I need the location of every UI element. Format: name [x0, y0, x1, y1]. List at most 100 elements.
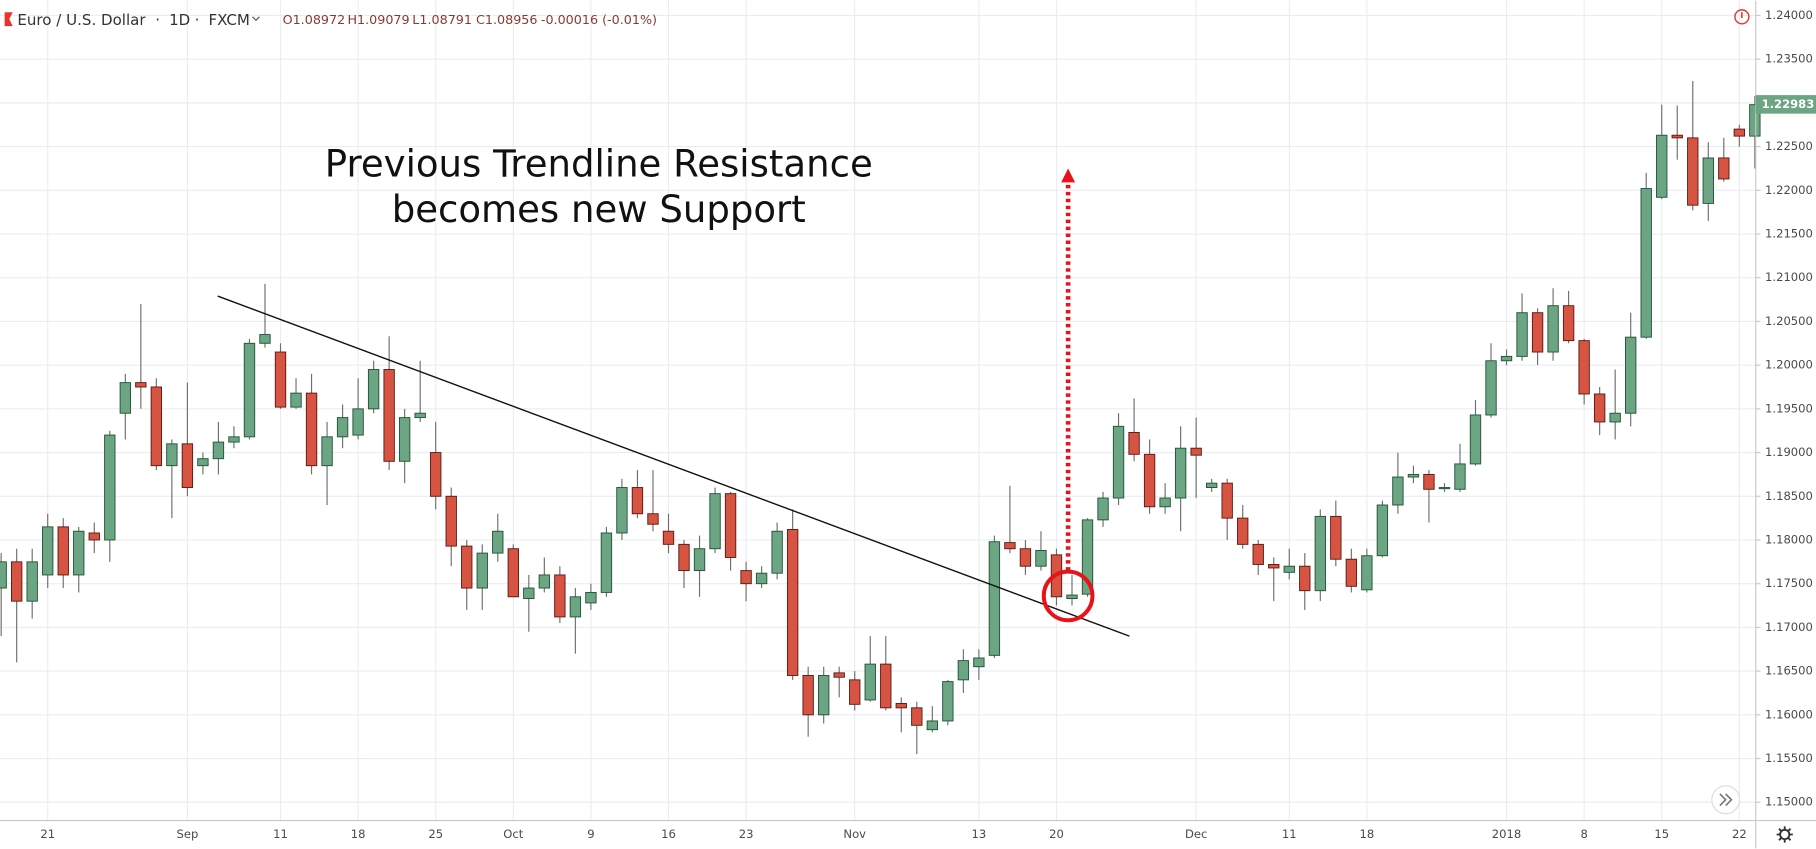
x-tick-label: 11	[1282, 827, 1297, 841]
candle-body	[1283, 565, 1295, 573]
ohlc-close: C1.08956	[476, 13, 537, 28]
symbol: Euro / U.S. Dollar	[17, 11, 146, 29]
separator: ·	[155, 11, 160, 29]
y-tick-label: 1.24000	[1765, 8, 1813, 22]
gear-icon[interactable]	[1779, 828, 1791, 841]
candle-body	[662, 530, 675, 545]
candle-body	[0, 561, 7, 589]
x-tick-label: 11	[273, 827, 288, 841]
candle-body	[1035, 550, 1047, 567]
x-tick-label: 2018	[1492, 827, 1521, 841]
x-tick-label: Nov	[843, 827, 866, 841]
candle-body	[398, 417, 411, 462]
candle-body	[1330, 515, 1342, 560]
plot-area	[0, 81, 1761, 755]
candle-body	[1345, 558, 1358, 587]
candle-body	[585, 591, 597, 604]
scroll-button[interactable]	[1711, 785, 1741, 815]
candle-body	[445, 495, 457, 547]
x-tick-label: 20	[1049, 827, 1064, 841]
candle-body	[1640, 188, 1652, 338]
ohlc-low: L1.08791	[412, 13, 472, 28]
candle-body	[352, 408, 364, 436]
trendline	[217, 295, 1130, 637]
candle-body	[1268, 563, 1280, 569]
candle-body	[740, 570, 752, 585]
x-tick-label: 23	[739, 827, 754, 841]
y-tick-label: 1.18000	[1765, 532, 1813, 546]
candle-body	[290, 392, 302, 408]
x-tick-label: 16	[661, 827, 676, 841]
candle-body	[1531, 312, 1544, 353]
candle-body	[367, 369, 380, 410]
y-tick-label: 1.16500	[1765, 664, 1813, 678]
candle-body	[911, 707, 923, 726]
flag-icon	[4, 12, 13, 27]
candle-body	[1237, 517, 1249, 545]
y-tick-label: 1.20000	[1765, 358, 1813, 372]
y-tick-label: 1.15000	[1765, 795, 1813, 809]
candle-body	[1066, 594, 1078, 600]
candle-body	[1221, 482, 1233, 519]
candle-body	[864, 663, 876, 701]
candle-body	[259, 334, 271, 344]
candle-body	[833, 672, 845, 678]
last-price-tag	[1755, 95, 1816, 114]
dropdown-icon[interactable]	[252, 16, 260, 22]
y-tick-label: 1.22500	[1765, 139, 1813, 153]
candle-body	[616, 487, 628, 534]
candle-body	[1733, 128, 1746, 137]
gear-teeth[interactable]	[1776, 826, 1793, 843]
candle-body	[197, 458, 209, 467]
candle-body	[104, 434, 116, 541]
candle-body	[212, 441, 225, 460]
candle-body	[1593, 393, 1606, 423]
candle-body	[647, 513, 659, 525]
x-tick-label: Sep	[176, 827, 198, 841]
ohlc-open: O1.08972	[283, 13, 346, 28]
y-tick-label: 1.23500	[1765, 52, 1813, 66]
candle-body	[1004, 542, 1016, 550]
x-tick-label: Dec	[1185, 827, 1207, 841]
x-tick-label: 21	[40, 827, 55, 841]
exchange: FXCM	[208, 11, 249, 29]
candle-body	[988, 541, 1001, 656]
candle-body	[492, 530, 504, 554]
candle-body	[243, 342, 256, 438]
candle-body	[1423, 473, 1435, 490]
candle-body	[11, 561, 23, 602]
settings-button[interactable]	[1776, 826, 1793, 843]
candle-body	[1314, 515, 1326, 592]
candle-body	[1749, 104, 1761, 137]
candle-body	[135, 382, 147, 388]
grid	[0, 0, 1756, 821]
candle-body	[1578, 340, 1590, 395]
candle-body	[818, 675, 830, 716]
alert-circle[interactable]	[1734, 9, 1750, 25]
ohlc-change: -0.00016 (-0.01%)	[541, 13, 657, 28]
y-tick-label: 1.17500	[1765, 576, 1813, 590]
candle-body	[1097, 497, 1109, 521]
candle-body	[1562, 305, 1575, 342]
candle-body	[150, 386, 163, 467]
x-tick-label: 15	[1654, 827, 1669, 841]
alert-icon[interactable]	[1734, 9, 1750, 25]
scroll-icon[interactable]	[1719, 793, 1733, 807]
candle-body	[1019, 548, 1032, 567]
candle-body	[709, 493, 721, 550]
candle-body	[1376, 504, 1389, 557]
candle-body	[880, 663, 892, 709]
candle-body	[849, 679, 861, 705]
y-tick-label: 1.17000	[1765, 620, 1813, 634]
candle-body	[507, 548, 519, 598]
annotation: Previous Trendline Resistance	[325, 143, 873, 186]
x-tick-label: 22	[1732, 827, 1747, 841]
candle-body	[73, 530, 85, 576]
candle-body	[461, 545, 473, 589]
candle-body	[1143, 453, 1156, 508]
candle-body	[523, 587, 535, 600]
candle-body	[973, 657, 985, 668]
candle-body	[476, 552, 488, 589]
x-tick-label: 8	[1580, 827, 1587, 841]
